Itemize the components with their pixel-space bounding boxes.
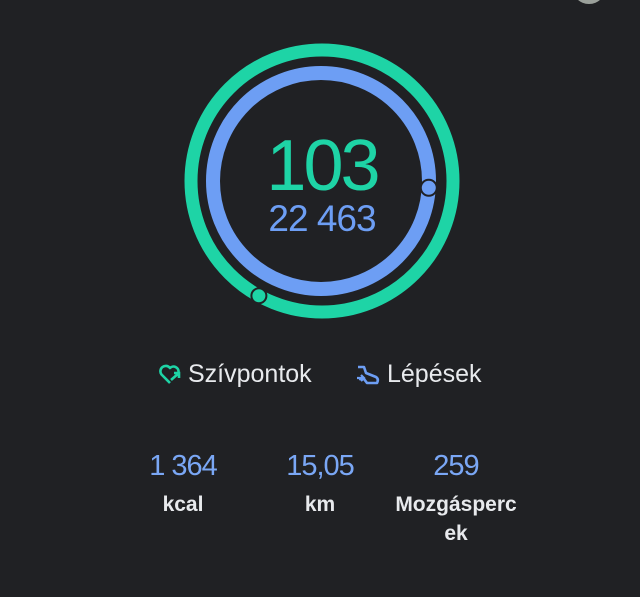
legend-steps-label: Lépések — [387, 360, 482, 388]
steps-ring-end-cap — [419, 178, 438, 197]
stat-label: km — [304, 493, 336, 516]
stat-distance: 15,05 km — [245, 448, 395, 519]
steps-value: 22 463 — [268, 198, 376, 239]
legend-steps[interactable]: Lépések — [355, 360, 482, 389]
heart-points-ring — [184, 43, 460, 319]
legend-heart-points-label: Szívpontok — [188, 360, 312, 388]
shoe-icon — [357, 365, 380, 384]
stat-value: 15,05 — [286, 450, 355, 482]
avatar[interactable] — [572, 0, 606, 4]
heart-arrow-icon — [159, 364, 181, 384]
heart-ring-end-cap — [250, 287, 268, 305]
stat-move-minutes: 259 Mozgásperc ek — [386, 448, 526, 548]
stat-label: Mozgásperc ek — [395, 493, 517, 545]
stat-value: 1 364 — [149, 450, 218, 482]
heart-points-value: 103 — [266, 126, 380, 206]
stat-calories: 1 364 kcal — [108, 448, 258, 519]
stat-label: kcal — [162, 493, 204, 516]
activity-rings — [184, 43, 460, 319]
legend-heart-points[interactable]: Szívpontok — [158, 360, 312, 389]
stat-value: 259 — [433, 450, 479, 482]
